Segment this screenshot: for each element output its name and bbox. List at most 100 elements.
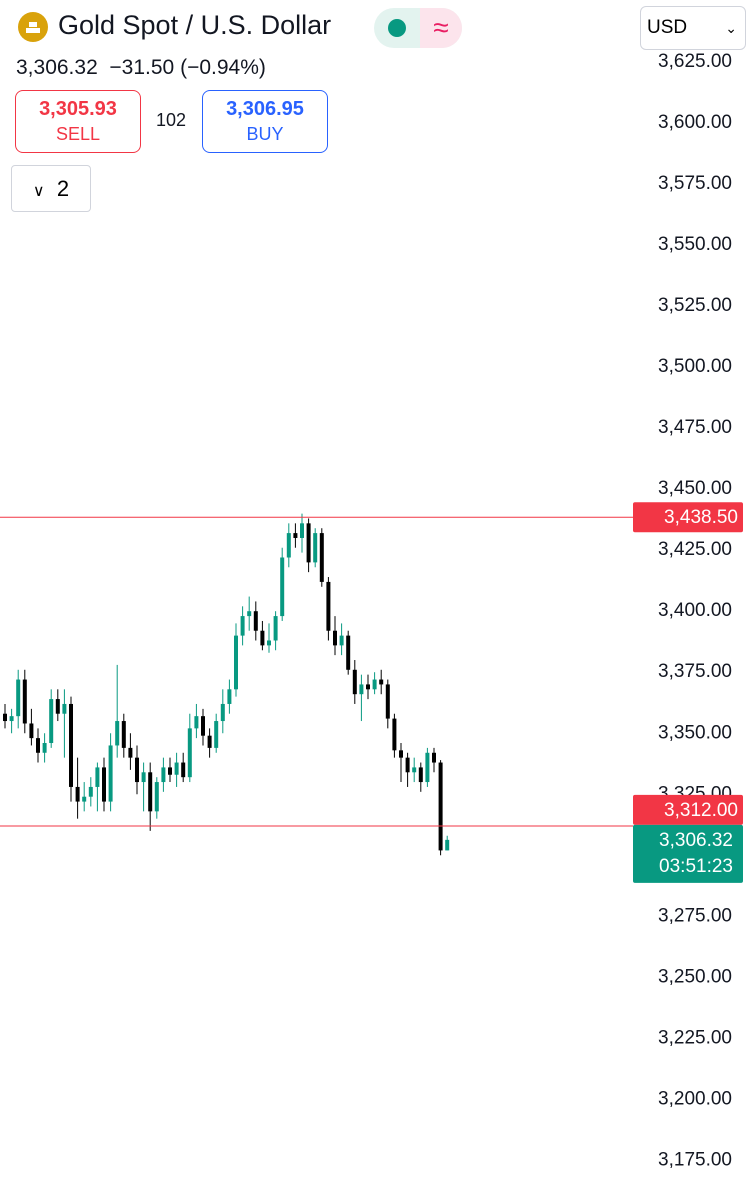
candle-body bbox=[82, 796, 87, 802]
candle-body bbox=[247, 611, 252, 617]
candle-body bbox=[392, 718, 397, 751]
y-tick-label: 3,550.00 bbox=[658, 234, 732, 255]
symbol-icon bbox=[18, 12, 48, 42]
candle-body bbox=[227, 689, 232, 704]
candle-body bbox=[267, 640, 271, 646]
price-label: 3,312.00 bbox=[664, 800, 738, 821]
candle-body bbox=[300, 523, 304, 538]
candle-body bbox=[121, 721, 126, 748]
y-tick-label: 3,475.00 bbox=[658, 417, 732, 438]
candle-body bbox=[115, 721, 120, 746]
candle-body bbox=[214, 721, 219, 748]
y-tick-label: 3,200.00 bbox=[658, 1088, 732, 1109]
y-tick-label: 3,425.00 bbox=[658, 539, 732, 560]
candle-body bbox=[75, 786, 80, 802]
last-price-label: 3,306.32 bbox=[659, 830, 733, 851]
candle-body bbox=[181, 762, 186, 778]
y-tick-label: 3,350.00 bbox=[658, 722, 732, 743]
buy-price: 3,306.95 bbox=[226, 98, 304, 120]
candle-body bbox=[220, 703, 225, 722]
candle-body bbox=[148, 772, 153, 812]
currency-select[interactable]: USD ⌄ bbox=[640, 6, 746, 50]
candle-body bbox=[333, 630, 337, 646]
candle-body bbox=[273, 616, 278, 641]
y-tick-label: 3,575.00 bbox=[658, 173, 732, 194]
y-tick-label: 3,225.00 bbox=[658, 1027, 732, 1048]
candle-body bbox=[161, 767, 166, 783]
sell-button[interactable]: 3,305.93 SELL bbox=[15, 90, 141, 153]
candle-body bbox=[366, 684, 370, 690]
candle-body bbox=[313, 533, 318, 563]
candle-body bbox=[260, 630, 265, 646]
price-label-box bbox=[633, 502, 743, 533]
candle-body bbox=[42, 743, 47, 753]
buy-button[interactable]: 3,306.95 BUY bbox=[202, 90, 328, 153]
price-line: 3,306.32 −31.50 (−0.94%) bbox=[16, 56, 266, 80]
sell-price: 3,305.93 bbox=[39, 98, 117, 120]
candle-body bbox=[102, 767, 106, 802]
candle-body bbox=[385, 684, 390, 719]
icon-glyph bbox=[26, 22, 40, 33]
y-tick-label: 3,500.00 bbox=[658, 356, 732, 377]
candle-body bbox=[339, 635, 344, 646]
title: Gold Spot / U.S. Dollar bbox=[58, 10, 332, 40]
candle-body bbox=[234, 635, 238, 690]
y-tick-label: 3,375.00 bbox=[658, 661, 732, 682]
candle-body bbox=[174, 762, 179, 775]
candle-body bbox=[372, 679, 377, 690]
candle-body bbox=[445, 839, 450, 851]
status-pill[interactable]: ≈ bbox=[374, 8, 462, 48]
candle-body bbox=[187, 728, 192, 778]
y-tick-label: 3,175.00 bbox=[658, 1149, 732, 1170]
candle-body bbox=[346, 635, 351, 670]
candle-body bbox=[438, 762, 443, 851]
price-change: −31.50 (−0.94%) bbox=[109, 56, 266, 79]
candle-body bbox=[306, 523, 311, 563]
candle-body bbox=[128, 747, 133, 758]
candle-body bbox=[108, 745, 113, 802]
candle-body bbox=[88, 786, 93, 797]
candle-body bbox=[240, 616, 245, 636]
candle-body bbox=[207, 735, 212, 748]
candle-body bbox=[36, 738, 40, 753]
candle-body bbox=[405, 757, 410, 773]
candle-body bbox=[55, 699, 60, 714]
price-label: 3,438.50 bbox=[664, 507, 738, 528]
countdown: 03:51:23 bbox=[659, 856, 733, 877]
candle-body bbox=[49, 699, 54, 744]
candle-body bbox=[29, 723, 34, 739]
y-tick-label: 3,450.00 bbox=[658, 478, 732, 499]
y-tick-label: 3,250.00 bbox=[658, 966, 732, 987]
candle-body bbox=[135, 757, 139, 783]
candle-body bbox=[194, 716, 199, 729]
y-tick-label: 3,275.00 bbox=[658, 905, 732, 926]
candle-body bbox=[3, 713, 7, 722]
candle-body bbox=[359, 684, 364, 695]
y-tick-label: 3,525.00 bbox=[658, 295, 732, 316]
candle-body bbox=[154, 782, 159, 812]
candle-body bbox=[286, 533, 291, 558]
candle-body bbox=[253, 611, 258, 631]
currency: USD bbox=[647, 17, 688, 38]
candle-body bbox=[9, 716, 14, 722]
buy-label: BUY bbox=[246, 124, 284, 144]
sell-label: SELL bbox=[55, 124, 101, 144]
candle-body bbox=[22, 679, 27, 724]
candle-body bbox=[95, 767, 100, 787]
candle-body bbox=[141, 772, 146, 783]
indicators-count: 2 bbox=[56, 176, 70, 201]
candle-body bbox=[168, 767, 172, 775]
indicators-toggle[interactable]: ∨ 2 bbox=[11, 165, 91, 212]
candle-body bbox=[379, 679, 384, 685]
last-price-box bbox=[633, 824, 743, 883]
candle-body bbox=[425, 752, 430, 783]
price-label-box bbox=[633, 794, 743, 825]
y-tick-label: 3,625.00 bbox=[658, 51, 732, 72]
candle-body bbox=[62, 703, 67, 714]
last-price: 3,306.32 bbox=[16, 56, 98, 79]
y-tick-label: 3,600.00 bbox=[658, 112, 732, 133]
candle-body bbox=[412, 767, 417, 773]
candle-body bbox=[69, 703, 73, 787]
